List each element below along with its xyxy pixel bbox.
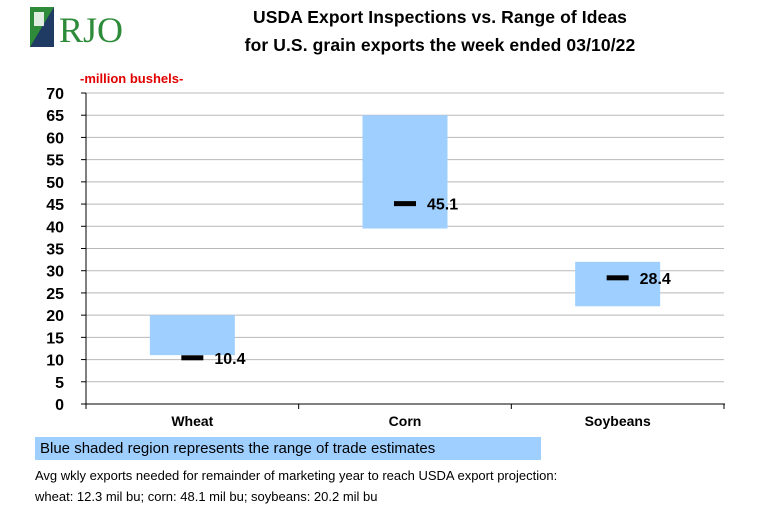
y-tick-label: 20 bbox=[46, 308, 64, 325]
chart-title-line1: USDA Export Inspections vs. Range of Ide… bbox=[252, 7, 628, 27]
y-tick-label: 40 bbox=[46, 219, 64, 236]
legend-box: Blue shaded region represents the range … bbox=[35, 437, 541, 460]
category-label: Wheat bbox=[171, 413, 213, 429]
range-bar-wheat bbox=[149, 315, 235, 356]
data-label: 10.4 bbox=[214, 351, 245, 368]
y-tick-label: 30 bbox=[46, 264, 64, 281]
actual-marker-soybeans bbox=[606, 275, 629, 281]
footnote-line2: wheat: 12.3 mil bu; corn: 48.1 mil bu; s… bbox=[35, 489, 378, 504]
logo-mark-light bbox=[34, 12, 44, 26]
y-tick-label: 60 bbox=[46, 130, 64, 147]
range-bar-soybeans bbox=[575, 261, 661, 307]
footnote-line1: Avg wkly exports needed for remainder of… bbox=[35, 468, 558, 483]
y-tick-label: 0 bbox=[55, 397, 64, 414]
range-bars bbox=[149, 115, 661, 356]
category-label: Soybeans bbox=[585, 413, 651, 429]
y-tick-label: 55 bbox=[46, 153, 64, 170]
y-tick-label: 15 bbox=[46, 330, 64, 347]
logo-text: RJO bbox=[59, 10, 123, 48]
y-tick-label: 25 bbox=[46, 286, 64, 303]
axes: 0 5 10 15 20 25 30 35 40 45 50 55 60 65 70 Wheat Corn Soy… bbox=[46, 86, 725, 429]
actual-marker-wheat bbox=[181, 355, 204, 361]
units-label: -million bushels- bbox=[80, 71, 184, 86]
rjo-logo: RJO bbox=[30, 7, 123, 48]
y-tick-label: 10 bbox=[46, 353, 64, 370]
logo-mark-dark bbox=[30, 7, 54, 47]
y-tick-label: 35 bbox=[46, 242, 64, 259]
data-label: 28.4 bbox=[640, 271, 671, 288]
data-label: 45.1 bbox=[427, 197, 458, 214]
y-tick-label: 50 bbox=[46, 175, 64, 192]
range-bar-corn bbox=[362, 115, 448, 229]
y-tick-label: 5 bbox=[55, 375, 64, 392]
chart-title-line2: for U.S. grain exports the week ended 03… bbox=[244, 35, 636, 55]
legend-text: Blue shaded region represents the range … bbox=[40, 440, 436, 457]
category-label: Corn bbox=[389, 413, 422, 429]
y-tick-label: 65 bbox=[46, 108, 64, 125]
y-tick-label: 70 bbox=[46, 86, 64, 103]
actual-markers: 10.4 45.1 28.4 bbox=[181, 197, 671, 368]
y-tick-label: 45 bbox=[46, 197, 64, 214]
actual-marker-corn bbox=[394, 201, 416, 207]
